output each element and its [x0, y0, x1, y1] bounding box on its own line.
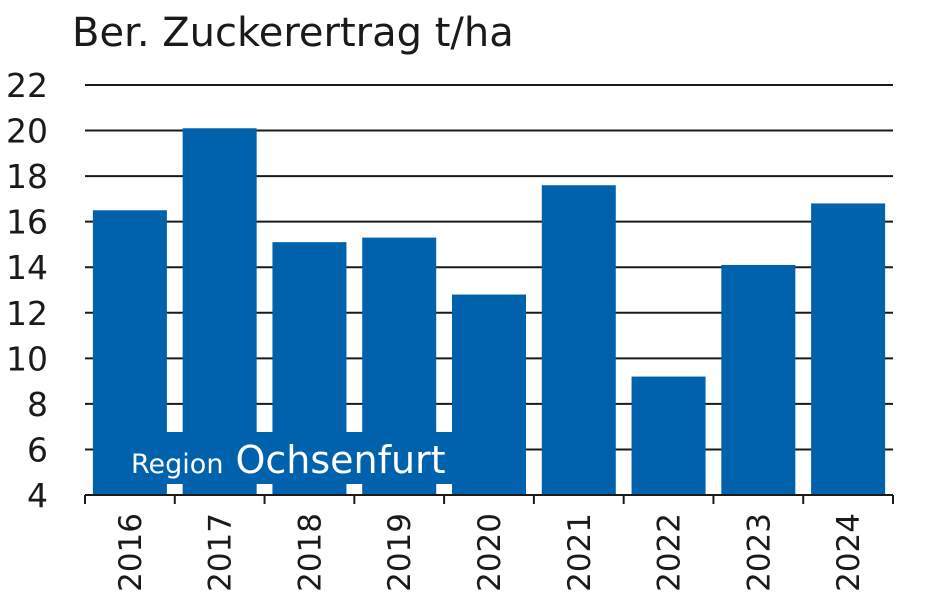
y-tick-label-16: 16: [6, 203, 48, 242]
x-tick-label-2016: 2016: [113, 513, 149, 592]
y-tick-label-10: 10: [6, 339, 48, 378]
x-tick-label-2024: 2024: [831, 513, 867, 592]
bar-2023: [721, 264, 796, 495]
y-tick-label-8: 8: [27, 385, 48, 424]
bar-2020: [452, 294, 526, 495]
x-axis-ticks: 2016 2017 2018 2019 2020 2021 2022 2023 2024: [84, 495, 894, 592]
region-annotation: Region Ochsenfurt: [131, 438, 446, 482]
x-tick-label-2017: 2017: [203, 513, 239, 592]
chart-title: Ber. Zuckerertrag t/ha: [72, 10, 514, 56]
bar-2022: [631, 376, 706, 495]
y-tick-label-6: 6: [27, 430, 48, 469]
y-tick-label-22: 22: [6, 66, 48, 105]
y-tick-label-4: 4: [27, 476, 48, 515]
y-tick-label-14: 14: [6, 248, 48, 287]
annotation-prefix: Region: [131, 449, 223, 480]
bar-2021: [541, 185, 616, 495]
x-tick-label-2023: 2023: [741, 513, 777, 592]
x-tick-label-2022: 2022: [652, 513, 688, 592]
y-tick-label-20: 20: [6, 112, 48, 151]
x-tick-label-2019: 2019: [382, 513, 418, 592]
y-tick-label-12: 12: [6, 294, 48, 333]
bar-2024: [811, 203, 886, 495]
x-tick-label-2020: 2020: [472, 513, 508, 592]
y-axis-ticks: 4 6 8 10 12 14 16 18 20 22: [6, 66, 48, 515]
annotation-background: [110, 432, 453, 484]
x-tick-label-2018: 2018: [292, 513, 328, 592]
annotation-name: Ochsenfurt: [235, 438, 445, 482]
y-tick-label-18: 18: [6, 157, 48, 196]
x-tick-label-2021: 2021: [562, 513, 598, 592]
